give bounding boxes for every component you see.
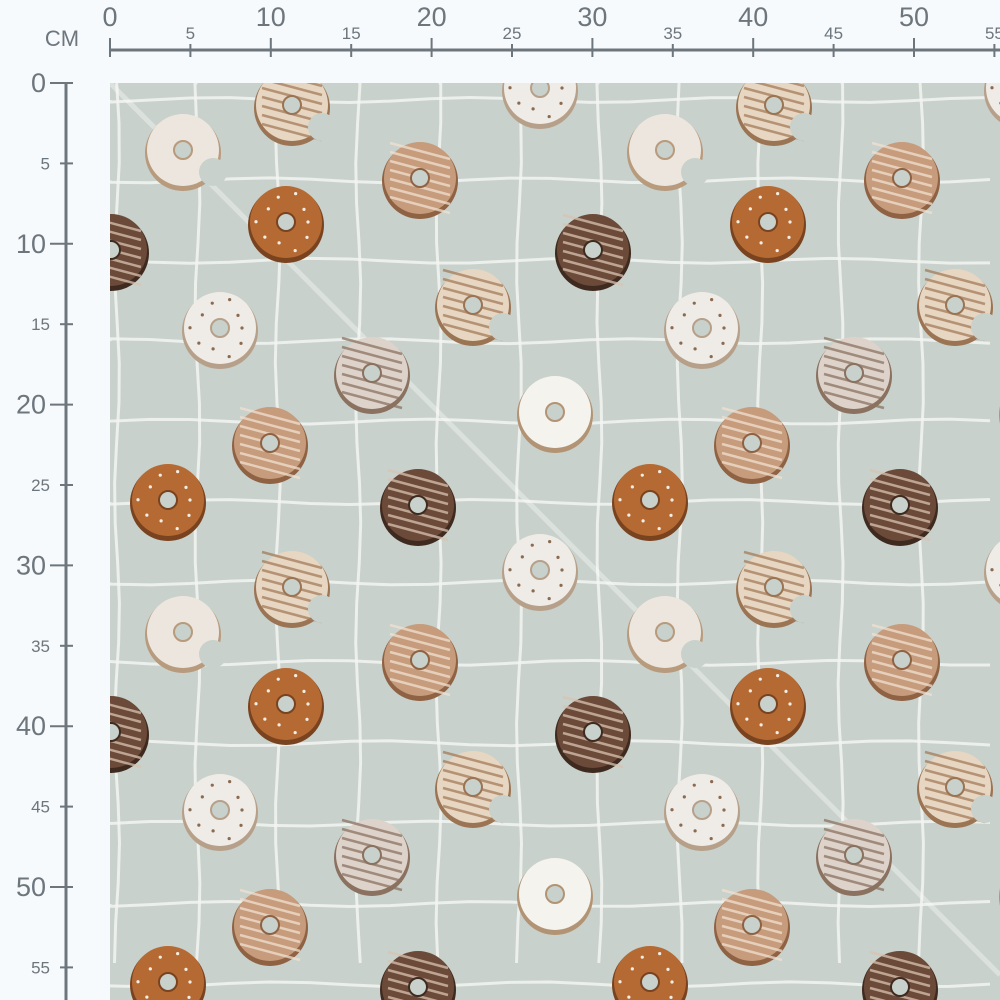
- dark-chocolate-donut: [110, 696, 149, 773]
- white-bitten-donut: [145, 596, 227, 673]
- ruler-label: 40: [738, 2, 768, 32]
- ruler-label: 50: [16, 872, 46, 902]
- white-sprinkled-donut: [182, 292, 258, 369]
- ruler-label: 50: [899, 2, 929, 32]
- grid-line: [110, 658, 991, 667]
- ruler-label: 55: [31, 958, 50, 977]
- white-sprinkled-donut: [664, 292, 740, 369]
- ruler-label: 15: [342, 24, 361, 43]
- caramel-sprinkled-donut: [730, 186, 806, 263]
- dark-chocolate-donut: [862, 468, 938, 546]
- grid-line: [110, 739, 991, 748]
- light-brown-striped-donut: [864, 141, 940, 219]
- ruler-label: 5: [41, 154, 50, 173]
- white-sprinkled-donut: [502, 534, 578, 611]
- caramel-sprinkled-donut: [130, 464, 206, 541]
- grid-line: [110, 256, 991, 265]
- caramel-sprinkled-donut: [612, 946, 688, 1000]
- light-brown-striped-donut: [864, 623, 940, 701]
- dark-chocolate-donut: [380, 468, 456, 546]
- striped-bitten-donut: [917, 268, 999, 346]
- dark-chocolate-donut: [555, 213, 631, 291]
- dark-chocolate-donut: [862, 950, 938, 1000]
- ruler-label: 5: [186, 24, 195, 43]
- caramel-sprinkled-donut: [248, 186, 324, 263]
- ruler-label: 20: [16, 390, 46, 420]
- striped-bitten-donut: [254, 550, 336, 628]
- caramel-sprinkled-donut: [612, 464, 688, 541]
- donut-pattern: [110, 83, 1000, 1000]
- dark-chocolate-donut: [555, 695, 631, 773]
- grid-line: [515, 83, 523, 964]
- top-ruler: CM 0 5 10 15 20 25 30 35 40 45 50 55: [45, 2, 1000, 57]
- white-sprinkled-donut: [664, 774, 740, 851]
- white-bitten-donut: [627, 114, 709, 191]
- ruler-label: 45: [824, 24, 843, 43]
- unit-label: CM: [45, 26, 79, 51]
- ruler-label: 0: [102, 2, 117, 32]
- ruler-label: 15: [31, 315, 50, 334]
- white-sprinkled-donut: [984, 83, 1000, 122]
- ruler-label: 10: [256, 2, 286, 32]
- striped-bitten-donut: [435, 750, 517, 828]
- white-glazed-donut: [517, 376, 593, 453]
- ruler-label: 20: [417, 2, 447, 32]
- ruler-label: 0: [31, 68, 46, 98]
- caramel-sprinkled-donut: [730, 668, 806, 745]
- striped-bitten-donut: [254, 83, 336, 146]
- white-glazed-donut: [517, 858, 593, 935]
- white-ridged-donut: [334, 818, 410, 896]
- ruler-label: 30: [16, 550, 46, 580]
- dark-chocolate-donut: [110, 214, 149, 291]
- light-brown-striped-donut: [382, 623, 458, 701]
- ruler-label: 35: [31, 637, 50, 656]
- striped-bitten-donut: [917, 750, 999, 828]
- ruler-label: 45: [31, 798, 50, 817]
- ruler-label: 55: [985, 24, 1000, 43]
- light-brown-striped-donut: [382, 141, 458, 219]
- ruler-label: 25: [31, 476, 50, 495]
- light-brown-striped-donut: [232, 406, 308, 484]
- white-bitten-donut: [145, 114, 227, 191]
- left-ruler: 0 5 10 15 20 25 30 35 40 45 50 55: [16, 68, 73, 1000]
- ruler-label: 25: [503, 24, 522, 43]
- light-brown-striped-donut: [232, 888, 308, 966]
- light-brown-striped-donut: [714, 406, 790, 484]
- ruler-label: 35: [663, 24, 682, 43]
- striped-bitten-donut: [736, 550, 818, 628]
- light-brown-striped-donut: [714, 888, 790, 966]
- white-bitten-donut: [627, 596, 709, 673]
- caramel-sprinkled-donut: [130, 946, 206, 1000]
- ruler-label: 10: [16, 229, 46, 259]
- ruler-label: 40: [16, 711, 46, 741]
- grid-line: [110, 498, 991, 506]
- caramel-sprinkled-donut: [248, 668, 324, 745]
- striped-bitten-donut: [736, 83, 818, 146]
- white-sprinkled-donut: [502, 83, 578, 129]
- white-ridged-donut: [816, 336, 892, 414]
- ruler-label: 30: [577, 2, 607, 32]
- dark-chocolate-donut: [380, 950, 456, 1000]
- white-ridged-donut: [816, 818, 892, 896]
- white-sprinkled-donut: [182, 774, 258, 851]
- white-ridged-donut: [334, 336, 410, 414]
- white-sprinkled-donut: [984, 541, 1000, 604]
- grid-line: [110, 980, 991, 989]
- striped-bitten-donut: [435, 268, 517, 346]
